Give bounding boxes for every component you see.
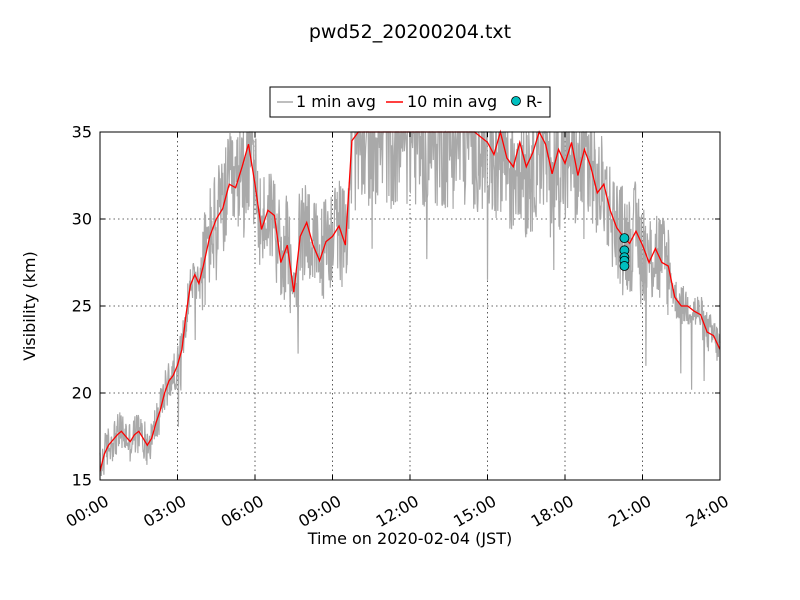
- line-1-min-avg: [99, 130, 721, 477]
- y-tick-label: 35: [72, 123, 92, 142]
- chart-title: pwd52_20200204.txt: [309, 21, 511, 43]
- y-tick-label: 30: [72, 210, 92, 229]
- x-axis-label: Time on 2020-02-04 (JST): [307, 529, 512, 548]
- plot-area: [99, 129, 721, 481]
- r-minus-marker: [619, 233, 630, 244]
- series-r-minus: [619, 233, 630, 271]
- legend-1-min-avg-label: 1 min avg: [296, 92, 376, 111]
- line-10-min-avg: [99, 129, 721, 472]
- series-1-min-avg: [99, 130, 721, 477]
- legend: 1 min avg 10 min avg R-: [269, 86, 551, 118]
- legend-box: [269, 86, 551, 118]
- legend-r-minus-label: R-: [526, 92, 542, 111]
- axis-ticks: [99, 131, 721, 481]
- y-tick-label: 25: [72, 297, 92, 316]
- y-axis-label: Visibility (km): [20, 251, 39, 360]
- y-tick-label: 20: [72, 384, 92, 403]
- legend-10-min-avg-label: 10 min avg: [407, 92, 497, 111]
- y-tick-labels: 15 20 25 30 35: [72, 123, 92, 490]
- legend-r-minus-swatch: [511, 96, 521, 106]
- y-tick-label: 15: [72, 471, 92, 490]
- series-10-min-avg: [99, 129, 721, 472]
- r-minus-marker: [619, 261, 630, 271]
